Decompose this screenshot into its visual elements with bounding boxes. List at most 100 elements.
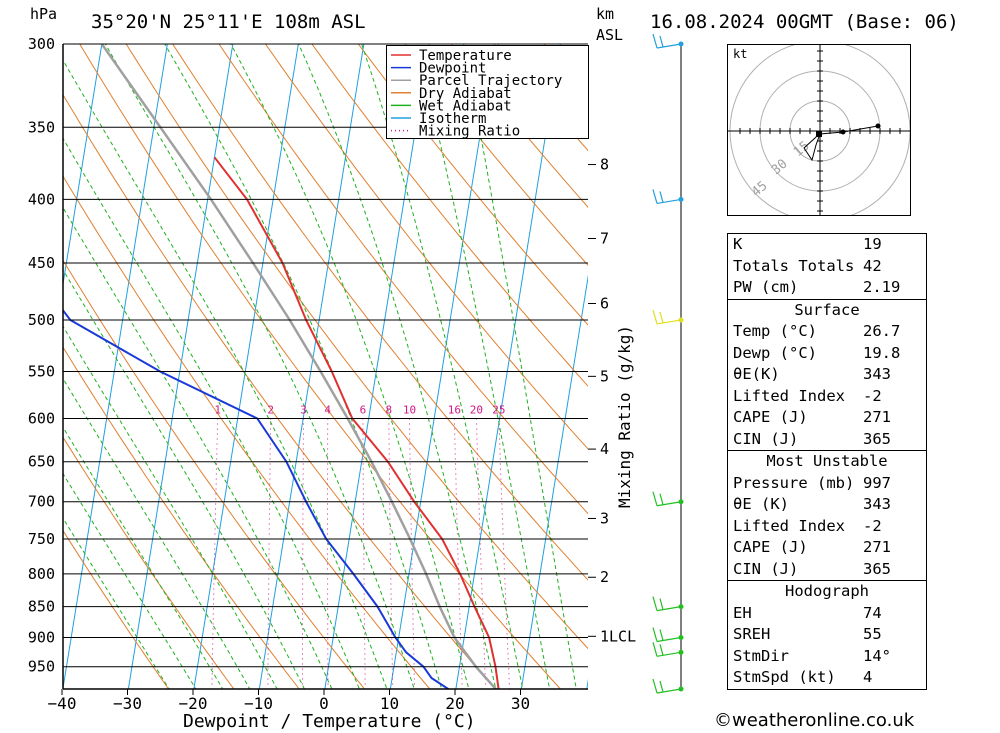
stat-value: 997: [863, 473, 891, 492]
wind-barb-flag: [652, 642, 658, 657]
x-tick-label: −40: [48, 694, 77, 713]
wind-barb-flag: [659, 598, 664, 610]
x-axis-label: Dewpoint / Temperature (°C): [183, 711, 476, 732]
stat-label: PW (cm): [733, 278, 799, 296]
stat-row: θE(K) 343: [728, 364, 926, 386]
hodograph-point: [875, 123, 881, 129]
mixing-ratio-label: 16: [448, 403, 461, 416]
x-tick-label: −30: [113, 694, 142, 713]
date-title: 16.08.2024 00GMT (Base: 06): [650, 11, 959, 33]
stat-row: StmDir 14°: [728, 646, 926, 668]
wet-adiabat-line: [63, 59, 388, 689]
mixing-ratio-label: 1: [214, 403, 221, 416]
stat-row: CAPE (J) 271: [728, 537, 926, 559]
mixing-ratio-line: [498, 418, 511, 689]
legend-label: Wet Adiabat: [419, 98, 512, 114]
location-title: 35°20'N 25°11'E 108m ASL: [91, 11, 366, 33]
stat-row: SREH 55: [728, 624, 926, 646]
section-title: Surface: [794, 300, 860, 319]
stat-value: 55: [863, 625, 882, 643]
legend-label: Mixing Ratio: [419, 124, 520, 138]
mixing-ratio-label: 25: [492, 403, 505, 416]
wind-barb-flag: [652, 189, 658, 204]
isotherm-line: [127, 44, 234, 689]
stat-value: 271: [863, 408, 891, 426]
stat-label: Dewp (°C): [733, 343, 817, 362]
wind-barb-flag: [659, 493, 664, 505]
stat-value: 26.7: [863, 322, 901, 340]
stat-value: 19: [863, 235, 882, 253]
stat-row: θE (K) 343: [728, 494, 926, 516]
mixing-ratio-label: 8: [386, 403, 393, 416]
pressure-tick-label: 700: [28, 493, 55, 511]
stat-row: CAPE (J) 271: [728, 407, 926, 429]
mixing-ratio-label: 10: [403, 403, 416, 416]
storm-motion-marker: [816, 131, 822, 137]
dewpoint-line: [63, 308, 451, 689]
stat-value: 343: [863, 365, 891, 383]
stat-label: StmDir: [733, 646, 789, 665]
wind-barb-flag: [652, 627, 658, 642]
pressure-tick-label: 500: [28, 311, 55, 329]
wind-barb-flag: [659, 680, 664, 693]
stat-label: Temp (°C): [733, 322, 817, 340]
wind-barb-flag: [652, 678, 658, 694]
stat-label: CIN (J): [733, 559, 799, 578]
wind-barb-flag: [652, 491, 658, 506]
stat-label: CAPE (J): [733, 538, 808, 556]
wind-barb-shaft: [656, 319, 682, 325]
x-tick-label: 20: [445, 694, 464, 713]
wind-barb-shaft: [656, 636, 682, 643]
wet-adiabat-line: [63, 472, 197, 689]
x-tick-label: 30: [511, 694, 530, 713]
mixing-ratio-line: [362, 418, 366, 689]
dry-adiabat-line: [63, 259, 366, 689]
pressure-tick-label: 550: [28, 362, 55, 380]
stat-value: 14°: [863, 646, 891, 665]
mixing-ratio-label: 20: [470, 403, 483, 416]
stat-label: CIN (J): [733, 429, 799, 448]
stat-label: Lifted Index: [733, 386, 845, 405]
section-title: Most Unstable: [766, 452, 888, 470]
asl-label: ASL: [596, 26, 623, 44]
wind-barb-flag: [659, 629, 664, 641]
wet-adiabat-line: [63, 137, 360, 689]
stat-value: 271: [863, 538, 891, 556]
stat-value: 2.19: [863, 278, 901, 296]
mixing-ratio-label: 6: [360, 403, 367, 416]
wind-barb-flag: [659, 35, 664, 48]
legend-label: Parcel Trajectory: [419, 73, 562, 89]
stats-basic: K 19 Totals Totals 42 PW (cm) 2.19: [727, 233, 927, 300]
temperature-line: [213, 156, 500, 689]
isotherm-line: [63, 44, 103, 287]
pressure-tick-label: 800: [28, 565, 55, 583]
stat-row: CIN (J) 365: [728, 559, 926, 581]
pressure-tick-label: 650: [28, 453, 55, 471]
x-tick-label: −10: [244, 694, 273, 713]
stat-label: K: [733, 235, 743, 253]
wind-barb-shaft: [656, 198, 682, 205]
x-tick-label: −20: [179, 694, 208, 713]
wind-barb-shaft: [656, 501, 682, 507]
mixing-ratio-axis-label: Mixing Ratio (g/kg): [615, 325, 634, 508]
wind-barb-flag: [652, 33, 658, 49]
km-tick-label: 8: [600, 156, 609, 174]
hpa-label: hPa: [30, 5, 57, 23]
pressure-tick-label: 900: [28, 629, 55, 647]
copyright-text[interactable]: ©weatheronline.co.uk: [714, 710, 915, 731]
mixing-ratio-label: 3: [300, 403, 307, 416]
stat-value: 19.8: [863, 343, 901, 362]
stat-label: EH: [733, 603, 752, 622]
stat-value: 74: [863, 603, 882, 622]
mixing-ratio-line: [211, 418, 219, 689]
stats-hodograph: Hodograph EH 74 SREH 55 StmDir 14° StmSpd (…: [727, 581, 927, 690]
km-tick-label: 7: [600, 229, 609, 247]
pressure-tick-label: 950: [28, 658, 55, 676]
mixing-ratio-line: [267, 418, 272, 689]
stat-row: K 19: [728, 234, 926, 256]
pressure-tick-label: 300: [28, 35, 55, 53]
stat-label: StmSpd (kt): [733, 668, 836, 686]
km-label: km: [596, 5, 614, 23]
mixing-ratio-label: 2: [267, 403, 274, 416]
hodograph-ring-label: 45: [749, 179, 771, 201]
